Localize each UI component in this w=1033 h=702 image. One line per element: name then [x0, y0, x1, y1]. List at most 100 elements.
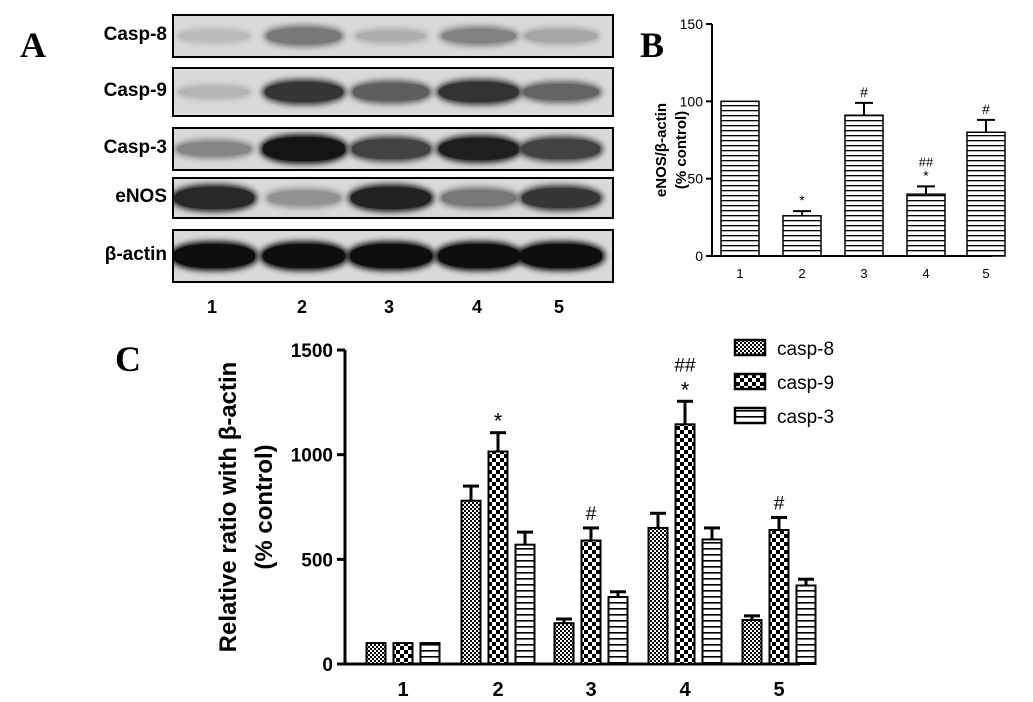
- blot-label-4: β-actin: [104, 244, 167, 265]
- blot-label-1: Casp-9: [103, 80, 167, 101]
- chart-c-xtick-label: 2: [492, 679, 503, 701]
- chart-c-bar: [514, 543, 536, 665]
- chart-b-bar: [720, 100, 760, 257]
- chart-c-bar: [607, 596, 629, 665]
- chart-b-ylabel-line2: (% control): [673, 111, 690, 189]
- chart-b-xtick-label: 5: [982, 266, 989, 281]
- chart-c-bar: [419, 642, 441, 666]
- blot-band: [351, 139, 431, 159]
- chart-c-bar: [553, 622, 575, 665]
- chart-b-ytick-label: 100: [680, 93, 704, 109]
- blot-band: [521, 139, 601, 159]
- chart-b-annotation: *: [923, 167, 929, 183]
- blot-band: [523, 83, 599, 101]
- chart-c-bar: [580, 539, 602, 665]
- chart-c-xtick-label: 3: [585, 679, 596, 701]
- panel-letter-b: B: [640, 25, 665, 65]
- blot-band: [438, 244, 520, 268]
- chart-c-annotation: *: [494, 409, 503, 434]
- chart-b-ytick-label: 0: [695, 248, 703, 264]
- chart-c-legend-label: casp-3: [777, 407, 834, 428]
- chart-c-bar: [460, 499, 482, 665]
- panel-letter-c: C: [115, 339, 141, 379]
- blot-band: [267, 191, 341, 205]
- chart-c-bar: [768, 529, 790, 665]
- blot-band: [263, 137, 345, 161]
- chart-b-bar: [782, 215, 822, 257]
- chart-c-annotation: #: [586, 504, 597, 525]
- blot-band: [266, 28, 342, 44]
- chart-c-bar: [701, 538, 723, 666]
- blot-lane-label: 3: [383, 297, 394, 317]
- chart-b-annotation-2: ##: [919, 154, 934, 169]
- chart-c-ytick-label: 500: [301, 550, 333, 571]
- chart-c-annotation: #: [774, 493, 785, 514]
- chart-b-xtick-label: 4: [922, 266, 929, 281]
- chart-b-ytick-label: 50: [687, 171, 703, 187]
- chart-c-legend-swatch: [733, 338, 767, 357]
- chart-c-legend-label: casp-8: [777, 339, 834, 360]
- chart-c: Relative ratio with β-actin (% control) …: [215, 338, 834, 701]
- chart-b-bar: [844, 114, 884, 257]
- blot-strip-0: [172, 14, 614, 58]
- chart-c-ylabel-line2: (% control): [251, 444, 278, 569]
- blot-strip-1: [172, 67, 614, 117]
- chart-b-bar: [906, 193, 946, 257]
- blot-lane-label: 4: [471, 297, 482, 317]
- blot-band: [350, 244, 432, 268]
- blot-band: [352, 83, 430, 101]
- chart-b-xtick-label: 3: [860, 266, 867, 281]
- blot-band: [174, 187, 254, 209]
- chart-c-ytick-label: 0: [322, 655, 333, 676]
- blot-band: [520, 244, 602, 268]
- chart-c-xtick-label: 4: [679, 679, 691, 701]
- chart-c-bar: [674, 423, 696, 665]
- chart-c-bar: [741, 619, 763, 666]
- chart-c-annotation-2: ##: [674, 355, 696, 376]
- blot-band: [174, 244, 255, 268]
- chart-c-ytick-label: 1000: [291, 446, 333, 467]
- chart-b-ylabel-line1: eNOS/β-actin: [653, 103, 670, 197]
- blot-band: [521, 187, 601, 209]
- blot-band: [355, 30, 427, 42]
- chart-b-annotation: *: [799, 192, 805, 208]
- blot-band: [525, 30, 597, 42]
- blot-band: [438, 137, 520, 161]
- blot-lane-label: 2: [296, 297, 307, 317]
- chart-c-legend-swatch: [733, 372, 767, 391]
- chart-c-bar: [647, 526, 669, 665]
- chart-c-bar: [487, 450, 509, 665]
- chart-c-xtick-label: 1: [397, 679, 408, 701]
- blot-band: [350, 186, 432, 210]
- blot-band: [442, 28, 516, 44]
- chart-c-legend-swatch: [733, 406, 767, 425]
- chart-b-annotation: #: [860, 84, 868, 100]
- chart-c-annotation: *: [681, 377, 690, 402]
- blot-label-3: eNOS: [115, 186, 167, 207]
- chart-c-legend-label: casp-9: [777, 373, 834, 394]
- chart-b-ytick-label: 150: [680, 16, 704, 32]
- chart-b: eNOS/β-actin (% control) 0 50 100 150 1 * 2 #3 *…: [653, 16, 1006, 281]
- chart-c-ylabel-line1: Relative ratio with β-actin: [215, 362, 242, 653]
- chart-c-bar: [392, 642, 414, 666]
- chart-b-bar: [966, 131, 1006, 257]
- blot-band: [264, 81, 344, 103]
- chart-b-xtick-label: 2: [798, 266, 805, 281]
- chart-c-bar: [365, 642, 387, 666]
- blot-strip-2: [172, 127, 614, 171]
- blot-strip-4: [172, 229, 614, 283]
- blot-band: [178, 86, 250, 98]
- panel-letter-a: A: [20, 25, 46, 65]
- chart-c-ytick-label: 1500: [291, 341, 333, 362]
- chart-c-xtick-label: 5: [773, 679, 784, 701]
- blot-band: [177, 141, 251, 157]
- blot-lane-label: 1: [206, 297, 217, 317]
- chart-b-annotation: #: [982, 101, 990, 117]
- blot-band: [439, 81, 519, 103]
- blot-band: [441, 190, 517, 206]
- chart-b-xtick-label: 1: [736, 266, 743, 281]
- blot-band: [263, 244, 345, 268]
- blot-strip-3: [172, 177, 614, 219]
- blot-label-2: Casp-3: [103, 137, 167, 158]
- blot-label-0: Casp-8: [103, 24, 167, 45]
